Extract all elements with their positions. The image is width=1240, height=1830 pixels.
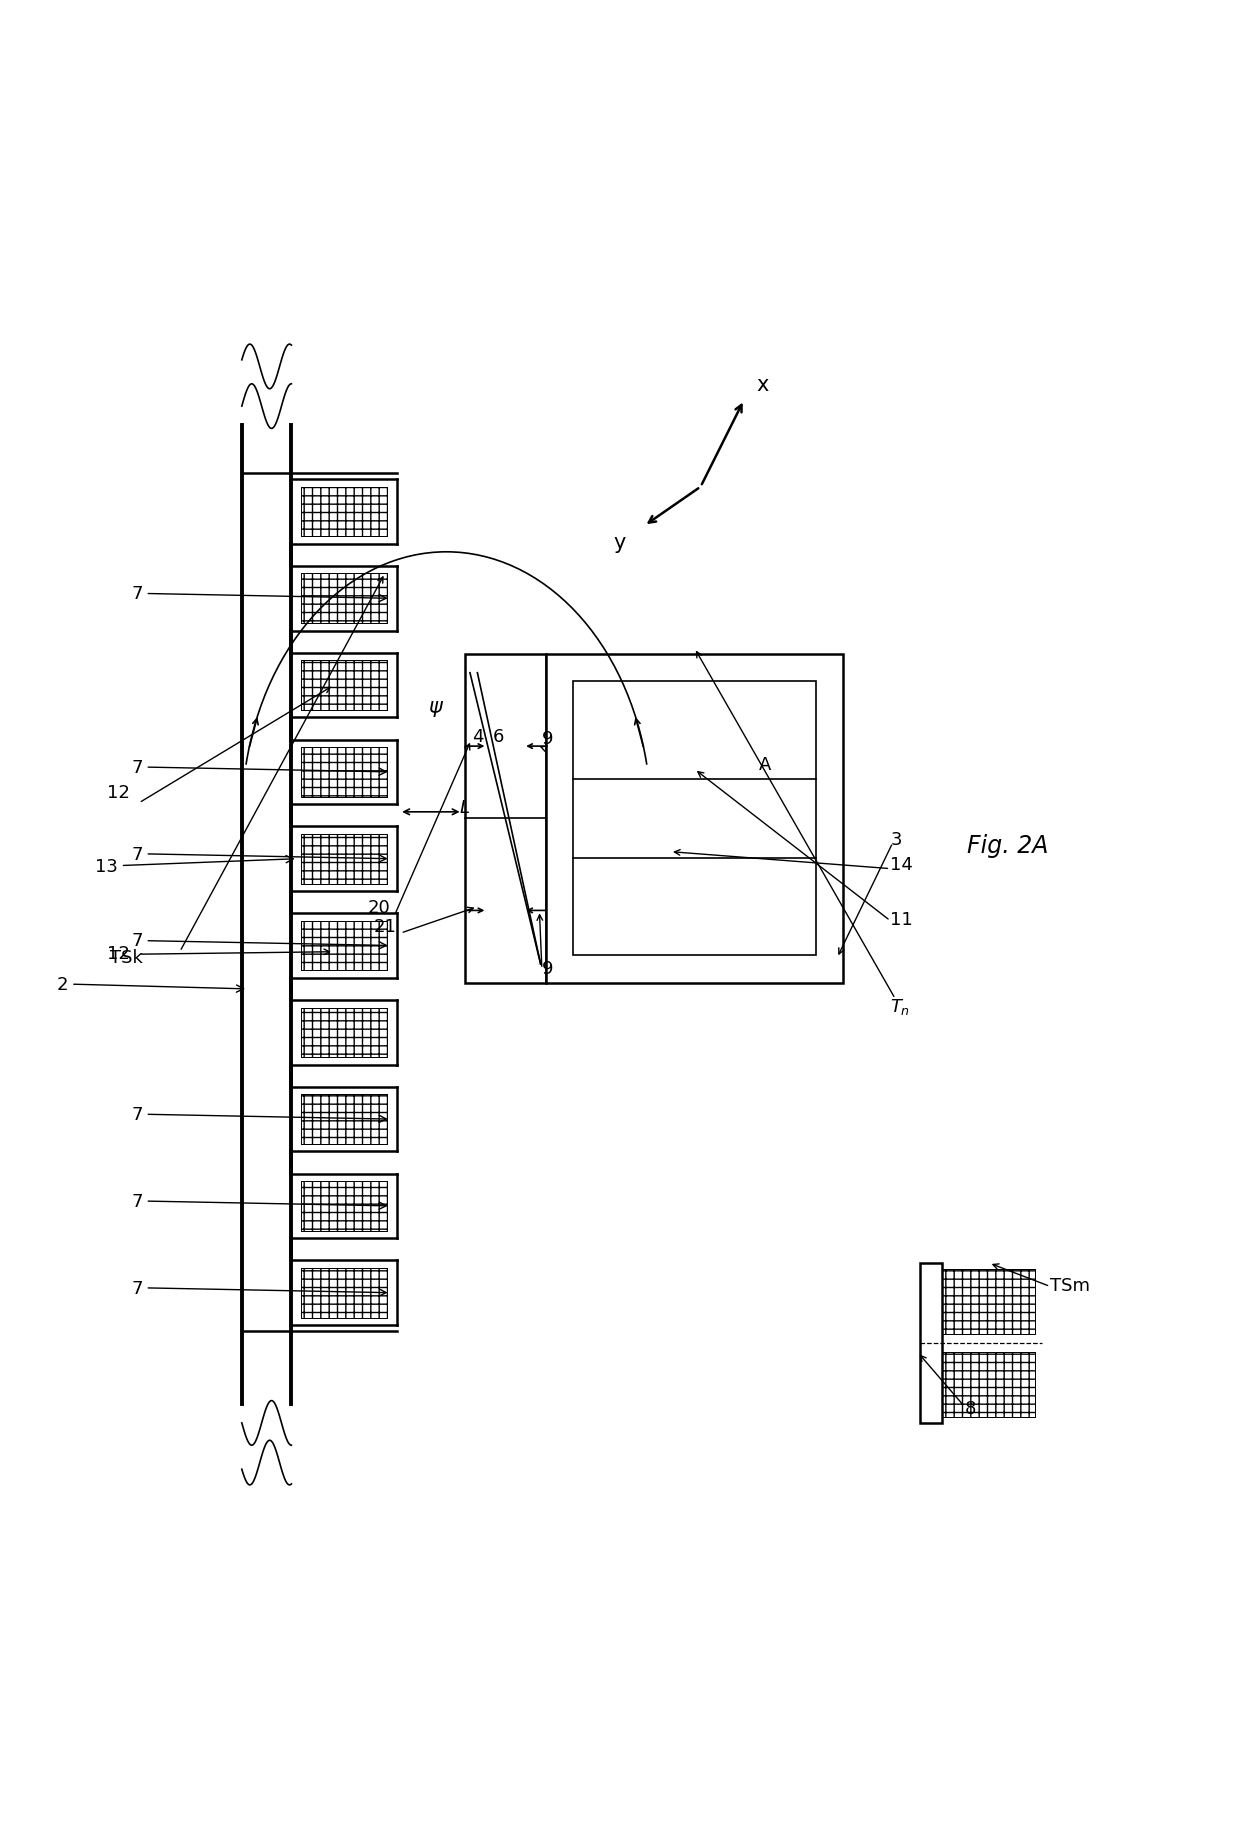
Bar [942,1270,1035,1334]
Bar [942,1352,1035,1416]
Bar [942,1270,1035,1334]
Bar [920,1263,942,1424]
Bar [301,834,387,884]
Text: 12: 12 [108,944,130,963]
Bar [301,1094,387,1144]
Text: 7: 7 [131,1279,387,1297]
Text: TSk: TSk [109,948,143,966]
Text: 12: 12 [108,783,130,802]
Text: y: y [614,533,625,553]
Bar [301,575,387,624]
Bar [301,1268,387,1318]
Text: $\psi$: $\psi$ [429,699,444,719]
Text: 21: 21 [374,917,397,935]
Text: 8: 8 [965,1400,976,1416]
Text: 7: 7 [131,845,387,864]
Text: A: A [759,756,771,774]
Bar [942,1352,1035,1416]
Text: 6: 6 [492,728,505,745]
Text: 4: 4 [471,728,484,745]
Text: 3: 3 [890,831,901,849]
Bar [465,655,546,983]
Bar [573,683,816,955]
Bar [301,834,387,884]
Text: 20: 20 [368,899,391,917]
Text: 13: 13 [95,856,294,875]
Bar [301,487,387,536]
Bar [301,1008,387,1058]
Text: x: x [756,375,769,395]
Text: 7: 7 [131,586,387,602]
Bar [301,748,387,798]
Bar [301,1182,387,1232]
Bar [546,655,843,983]
Bar [301,661,387,710]
Text: $T_n$: $T_n$ [890,997,910,1017]
Text: 7: 7 [131,1193,387,1210]
Text: Fig. 2A: Fig. 2A [967,834,1049,858]
Text: 7: 7 [131,931,387,950]
Text: TSm: TSm [1050,1277,1090,1294]
Bar [301,1008,387,1058]
Bar [301,575,387,624]
Bar [301,1094,387,1144]
Bar [301,1268,387,1318]
Text: 9: 9 [542,730,553,748]
Text: 9: 9 [542,959,553,977]
Text: 14: 14 [890,855,913,873]
Bar [301,920,387,970]
Text: 7: 7 [131,758,387,776]
Text: L: L [460,798,470,816]
Bar [301,487,387,536]
Text: 2: 2 [57,975,244,994]
Bar [301,661,387,710]
Bar [301,1182,387,1232]
Text: 7: 7 [131,1105,387,1124]
Bar [301,920,387,970]
Text: 11: 11 [890,911,913,930]
Bar [301,748,387,798]
